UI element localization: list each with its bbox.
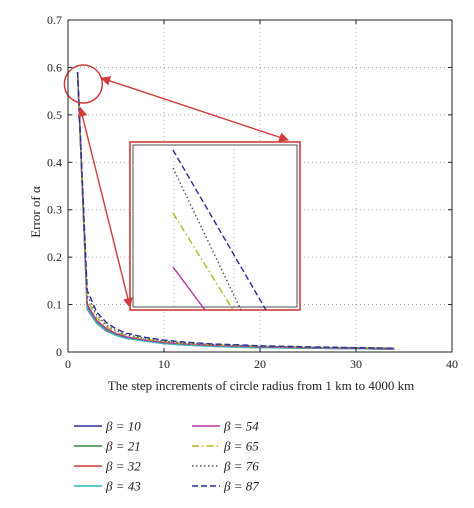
y-axis-label: Error of α bbox=[28, 186, 43, 238]
legend-label-6: β = 65 bbox=[223, 439, 259, 454]
zoom-arrow-bottom bbox=[77, 106, 133, 308]
legend-label-1: β = 10 bbox=[105, 419, 141, 434]
inset-frame bbox=[129, 141, 301, 311]
legend-label-7: β = 76 bbox=[223, 459, 259, 474]
legend-label-2: β = 21 bbox=[105, 439, 141, 454]
inset-series-line-4 bbox=[172, 149, 267, 311]
zoom-annotation bbox=[63, 64, 289, 308]
legend-label-5: β = 54 bbox=[223, 419, 259, 434]
x-tick-label: 10 bbox=[158, 357, 170, 371]
series-line-8 bbox=[76, 72, 395, 349]
y-tick-label: 0.3 bbox=[47, 203, 62, 217]
y-tick-label: 0.1 bbox=[47, 298, 62, 312]
legend-label-4: β = 43 bbox=[105, 479, 141, 494]
x-axis-label: The step increments of circle radius fro… bbox=[108, 378, 415, 393]
y-tick-label: 0 bbox=[56, 345, 62, 359]
y-tick-label: 0.2 bbox=[47, 250, 62, 264]
inset-axes-box bbox=[132, 144, 298, 308]
tick-labels: 0 10 20 30 40 0 0.1 0.2 0.3 0.4 0.5 0.6 0.7 bbox=[47, 13, 458, 371]
series-lines bbox=[76, 72, 395, 350]
zoom-arrow-top bbox=[100, 76, 289, 142]
y-tick-label: 0.5 bbox=[47, 108, 62, 122]
x-tick-label: 20 bbox=[254, 357, 266, 371]
inset-series-line-2 bbox=[172, 212, 234, 311]
x-tick-label: 30 bbox=[350, 357, 362, 371]
zoom-inset bbox=[129, 141, 301, 311]
y-tick-label: 0.4 bbox=[47, 155, 62, 169]
legend-label-3: β = 32 bbox=[105, 459, 141, 474]
y-tick-label: 0.6 bbox=[47, 60, 62, 74]
axes bbox=[67, 19, 453, 353]
inset-series-line-1 bbox=[172, 266, 206, 311]
y-tick-label: 0.7 bbox=[47, 13, 62, 27]
legend-label-8: β = 87 bbox=[223, 479, 259, 494]
x-tick-label: 40 bbox=[446, 357, 458, 371]
x-tick-label: 0 bbox=[65, 357, 71, 371]
legend: β = 10 β = 21 β = 32 β = 43 β = 54 β = 65 β = … bbox=[74, 419, 259, 494]
